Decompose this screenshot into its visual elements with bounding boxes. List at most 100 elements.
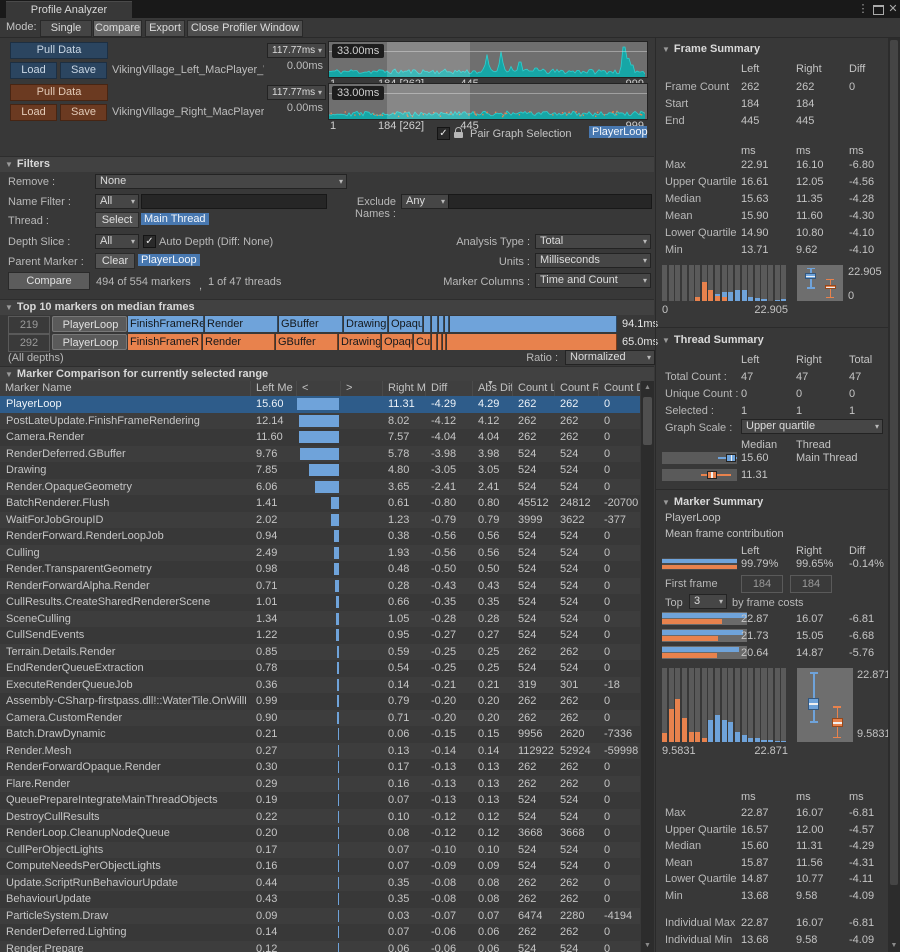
name-filter-mode-dropdown[interactable]: All ▾: [95, 194, 139, 209]
table-row[interactable]: Terrain.Details.Render 0.85 0.59 -0.25 0.25 2…: [0, 643, 640, 660]
thread-summary-header[interactable]: ▼ Thread Summary: [662, 334, 764, 346]
pull-data-right-button[interactable]: Pull Data: [10, 84, 108, 101]
table-row[interactable]: QueuePrepareIntegrateMainThreadObjects 0.…: [0, 792, 640, 809]
table-row[interactable]: Assembly-CSharp-firstpass.dll!::WaterTil…: [0, 693, 640, 710]
marker-segment[interactable]: Render: [205, 316, 278, 332]
column-header-count-d[interactable]: Count D: [598, 381, 640, 396]
panel-scroll-down-icon[interactable]: ▼: [890, 942, 898, 949]
marker-segment[interactable]: FinishFrameR: [128, 334, 202, 350]
table-row[interactable]: RenderForwardAlpha.Render 0.71 0.28 -0.43 0.…: [0, 577, 640, 594]
marker-segment-fill[interactable]: [443, 334, 446, 350]
save-right-button[interactable]: Save: [60, 104, 107, 121]
graph-selection-region[interactable]: [387, 84, 470, 119]
table-scrollbar-thumb[interactable]: [643, 397, 652, 445]
scroll-up-icon[interactable]: ▲: [644, 384, 651, 391]
marker-summary-header[interactable]: ▼ Marker Summary: [662, 496, 764, 508]
column-header-count-l[interactable]: Count L: [512, 381, 554, 396]
median-frame-button[interactable]: 292: [8, 334, 50, 352]
table-row[interactable]: RenderForward.RenderLoopJob 0.94 0.38 -0.56…: [0, 528, 640, 545]
top-count-dropdown[interactable]: 3 ▾: [689, 594, 727, 609]
column-header->[interactable]: >: [340, 381, 382, 396]
marker-segment[interactable]: GBuffer: [279, 316, 343, 332]
marker-segment-fill[interactable]: [447, 334, 617, 350]
depth-slice-dropdown[interactable]: All ▾: [95, 234, 139, 249]
exclude-names-input[interactable]: [448, 194, 652, 209]
table-row[interactable]: DestroyCullResults 0.22 0.10 -0.12 0.12 524 52…: [0, 808, 640, 825]
table-row[interactable]: CullSendEvents 1.22 0.95 -0.27 0.27 524 524 0: [0, 627, 640, 644]
marker-segment[interactable]: Opaqu: [382, 334, 413, 350]
table-row[interactable]: Render.Prepare 0.12 0.06 -0.06 0.06 524 524 0: [0, 940, 640, 952]
scroll-down-icon[interactable]: ▼: [644, 942, 651, 949]
first-frame-left-button[interactable]: 184: [741, 575, 783, 593]
kebab-menu-icon[interactable]: ⋮: [857, 3, 869, 15]
table-row[interactable]: BehaviourUpdate 0.43 0.35 -0.08 0.08 262 262 0: [0, 891, 640, 908]
close-profiler-button[interactable]: Close Profiler Window: [187, 20, 303, 37]
auto-depth-checkbox[interactable]: ✓: [143, 235, 156, 248]
left-range-dropdown[interactable]: 117.77ms ▾: [267, 43, 326, 58]
marker-columns-dropdown[interactable]: Time and Count ▾: [535, 273, 651, 288]
mode-compare-button[interactable]: Compare: [93, 20, 142, 37]
table-row[interactable]: Flare.Render 0.29 0.16 -0.13 0.13 262 262 0: [0, 775, 640, 792]
analysis-type-dropdown[interactable]: Total ▾: [535, 234, 651, 249]
marker-segment[interactable]: FinishFrameRe: [128, 316, 204, 332]
table-row[interactable]: Batch.DrawDynamic 0.21 0.06 -0.15 0.15 9956 26…: [0, 726, 640, 743]
filters-section-header[interactable]: ▼ Filters: [0, 156, 654, 172]
right-frame-graph[interactable]: 33.00ms: [328, 83, 648, 120]
table-row[interactable]: Drawing 7.85 4.80 -3.05 3.05 524 524 0: [0, 462, 640, 479]
table-row[interactable]: ParticleSystem.Draw 0.09 0.03 -0.07 0.07 6474…: [0, 907, 640, 924]
table-row[interactable]: RenderDeferred.GBuffer 9.76 5.78 -3.98 3.98 5…: [0, 445, 640, 462]
column-header-marker-name[interactable]: Marker Name: [5, 382, 72, 394]
table-row[interactable]: RenderForwardOpaque.Render 0.30 0.17 -0.13 0…: [0, 759, 640, 776]
marker-segment-fill[interactable]: [432, 316, 438, 332]
panel-scrollbar[interactable]: ▼: [888, 38, 900, 952]
frame-summary-header[interactable]: ▼ Frame Summary: [662, 43, 761, 55]
units-dropdown[interactable]: Milliseconds ▾: [535, 253, 651, 268]
table-row[interactable]: Culling 2.49 1.93 -0.56 0.56 524 524 0: [0, 544, 640, 561]
graph-scale-dropdown[interactable]: Upper quartile ▾: [741, 419, 883, 434]
tab-profile-analyzer[interactable]: Profile Analyzer: [6, 1, 132, 19]
table-row[interactable]: RenderLoop.CleanupNodeQueue 0.20 0.08 -0.12…: [0, 825, 640, 842]
marker-segment[interactable]: PlayerLoop: [52, 334, 127, 350]
close-icon[interactable]: ✕: [888, 3, 898, 15]
table-row[interactable]: ComputeNeedsPerObjectLights 0.16 0.07 -0.09…: [0, 858, 640, 875]
marker-segment[interactable]: Opaqu: [389, 316, 423, 332]
save-left-button[interactable]: Save: [60, 62, 107, 79]
table-row[interactable]: PostLateUpdate.FinishFrameRendering 12.14…: [0, 412, 640, 429]
column-header-count-r[interactable]: Count R: [554, 381, 598, 396]
maximize-icon[interactable]: [873, 5, 884, 15]
marker-segment[interactable]: PlayerLoop: [52, 316, 127, 332]
marker-segment-fill[interactable]: [439, 316, 444, 332]
table-row[interactable]: Camera.Render 11.60 7.57 -4.04 4.04 262 262 0: [0, 429, 640, 446]
load-right-button[interactable]: Load: [10, 104, 57, 121]
table-row[interactable]: Update.ScriptRunBehaviourUpdate 0.44 0.35 -…: [0, 874, 640, 891]
table-row[interactable]: ExecuteRenderQueueJob 0.36 0.14 -0.21 0.21 31…: [0, 676, 640, 693]
column-header-left-me[interactable]: Left Me: [250, 381, 296, 396]
table-row[interactable]: Render.TransparentGeometry 0.98 0.48 -0.50 0…: [0, 561, 640, 578]
top10-section-header[interactable]: ▼ Top 10 markers on median frames: [0, 299, 654, 315]
table-row[interactable]: CullResults.CreateSharedRendererScene 1.0…: [0, 594, 640, 611]
table-row[interactable]: WaitForJobGroupID 2.02 1.23 -0.79 0.79 3999 36…: [0, 511, 640, 528]
marker-segment-fill[interactable]: [445, 316, 449, 332]
column-header-<[interactable]: <: [296, 381, 340, 396]
first-frame-right-button[interactable]: 184: [790, 575, 832, 593]
pull-data-left-button[interactable]: Pull Data: [10, 42, 108, 59]
marker-segment-fill[interactable]: [438, 334, 442, 350]
marker-segment[interactable]: GBuffer: [276, 334, 338, 350]
column-header-abs-diff[interactable]: Abs Diff▼: [472, 381, 512, 396]
pair-graph-checkbox[interactable]: ✓: [437, 127, 450, 140]
load-left-button[interactable]: Load: [10, 62, 57, 79]
column-header-diff[interactable]: Diff: [425, 381, 472, 396]
table-row[interactable]: PlayerLoop 15.60 11.31 -4.29 4.29 262 262 0: [0, 396, 640, 413]
mode-single-button[interactable]: Single: [40, 20, 92, 37]
graph-selection-region[interactable]: [387, 42, 470, 77]
marker-segment[interactable]: Render: [203, 334, 275, 350]
table-row[interactable]: SceneCulling 1.34 1.05 -0.28 0.28 524 524 0: [0, 610, 640, 627]
exclude-mode-dropdown[interactable]: Any ▾: [401, 194, 449, 209]
marker-segment-fill[interactable]: [424, 316, 431, 332]
table-row[interactable]: EndRenderQueueExtraction 0.78 0.54 -0.25 0.2…: [0, 660, 640, 677]
table-row[interactable]: Render.OpaqueGeometry 6.06 3.65 -2.41 2.41 52…: [0, 478, 640, 495]
table-row[interactable]: BatchRenderer.Flush 1.41 0.61 -0.80 0.80 4551…: [0, 495, 640, 512]
comparison-section-header[interactable]: ▼ Marker Comparison for currently selecte…: [0, 366, 654, 382]
marker-segment-fill[interactable]: [432, 334, 437, 350]
